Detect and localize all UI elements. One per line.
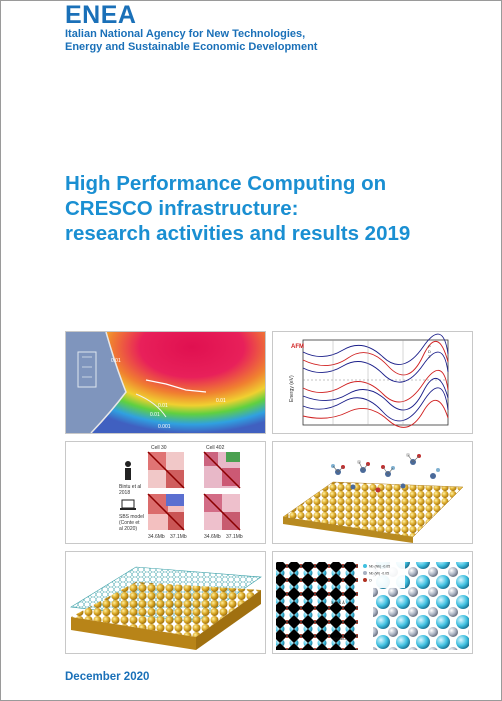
afm-label: AFM <box>291 344 304 350</box>
lattice-legend-1: Nb (Nb) -0.05 <box>369 565 390 569</box>
cfd-label-2: 0.01 <box>150 412 160 418</box>
ref2-line-1: SBS model <box>119 514 144 520</box>
lattice-legend-3: O <box>369 579 372 583</box>
energy-axis-label: Energy (eV) <box>289 375 295 402</box>
cfd-label-3: 0.01 <box>216 398 226 404</box>
band-legend-z: Z <box>428 354 431 359</box>
title-line-1: High Performance Computing on <box>65 172 387 195</box>
cfd-label-4: 0.001 <box>158 424 171 430</box>
band-legend-p: P <box>428 344 431 349</box>
cfd-label-5: 0.01 <box>111 358 121 364</box>
axis-label-b: 37.1Mb <box>170 534 187 540</box>
chromatin-maps-image: Bintu et al 2018 SBS model (Conte et al … <box>65 441 266 544</box>
enea-logo: ENEA Italian National Agency for New Tec… <box>65 3 317 54</box>
cell-402-label: Cell 402 <box>206 445 225 451</box>
title-line-3: research activities and results 2019 <box>65 222 411 245</box>
agency-line-1: Italian National Agency for New Technolo… <box>65 28 306 40</box>
band-structure-image: AFM Energy (eV) P D Z <box>272 331 473 434</box>
molecule-surface-image <box>272 441 473 544</box>
cfd-label-1: 0.01 <box>158 403 168 409</box>
contact-map-1 <box>147 451 185 489</box>
ref2-line-3: al 2020) <box>119 526 137 532</box>
logo-text: ENEA <box>65 1 137 29</box>
contact-map-4 <box>203 493 241 531</box>
axis-label-a: 34.6Mb <box>148 534 165 540</box>
contact-map-2 <box>203 451 241 489</box>
person-icon <box>125 461 131 467</box>
lattice-distance-label: 5.414 Å <box>331 600 345 605</box>
lattice-left <box>276 562 358 650</box>
graphene-layer-image <box>65 551 266 654</box>
publication-date: December 2020 <box>65 671 150 683</box>
report-title: High Performance Computing on CRESCO inf… <box>65 171 485 246</box>
gold-slab <box>71 582 261 637</box>
agency-name: Italian National Agency for New Technolo… <box>65 28 317 54</box>
ref2-line-2: (Conte et <box>119 520 140 526</box>
ref1-line-1: Bintu et al <box>119 484 141 490</box>
band-legend-d: D <box>428 349 431 354</box>
agency-line-2: Energy and Sustainable Economic Developm… <box>65 41 318 53</box>
lattice-legend-2: Nb (W) -0.05 <box>369 572 389 576</box>
molecule-cluster <box>331 453 440 493</box>
axis-label-c: 34.6Mb <box>204 534 221 540</box>
crystal-lattice-image: Nb (Nb) -0.05 Nb (W) -0.05 O 5.414 Å WtN… <box>272 551 473 654</box>
title-line-2: CRESCO infrastructure: <box>65 197 299 220</box>
axis-label-d: 37.1Mb <box>226 534 243 540</box>
ref1-line-2: 2018 <box>119 490 130 496</box>
lattice-compound-label: WtNbO <box>333 636 346 641</box>
contact-map-3 <box>147 493 185 531</box>
enea-wordmark: ENEA <box>65 1 317 29</box>
cell-30-label: Cell 30 <box>151 445 167 451</box>
cfd-simulation-image: 0.01 0.01 0.01 0.001 0.01 <box>65 331 266 434</box>
